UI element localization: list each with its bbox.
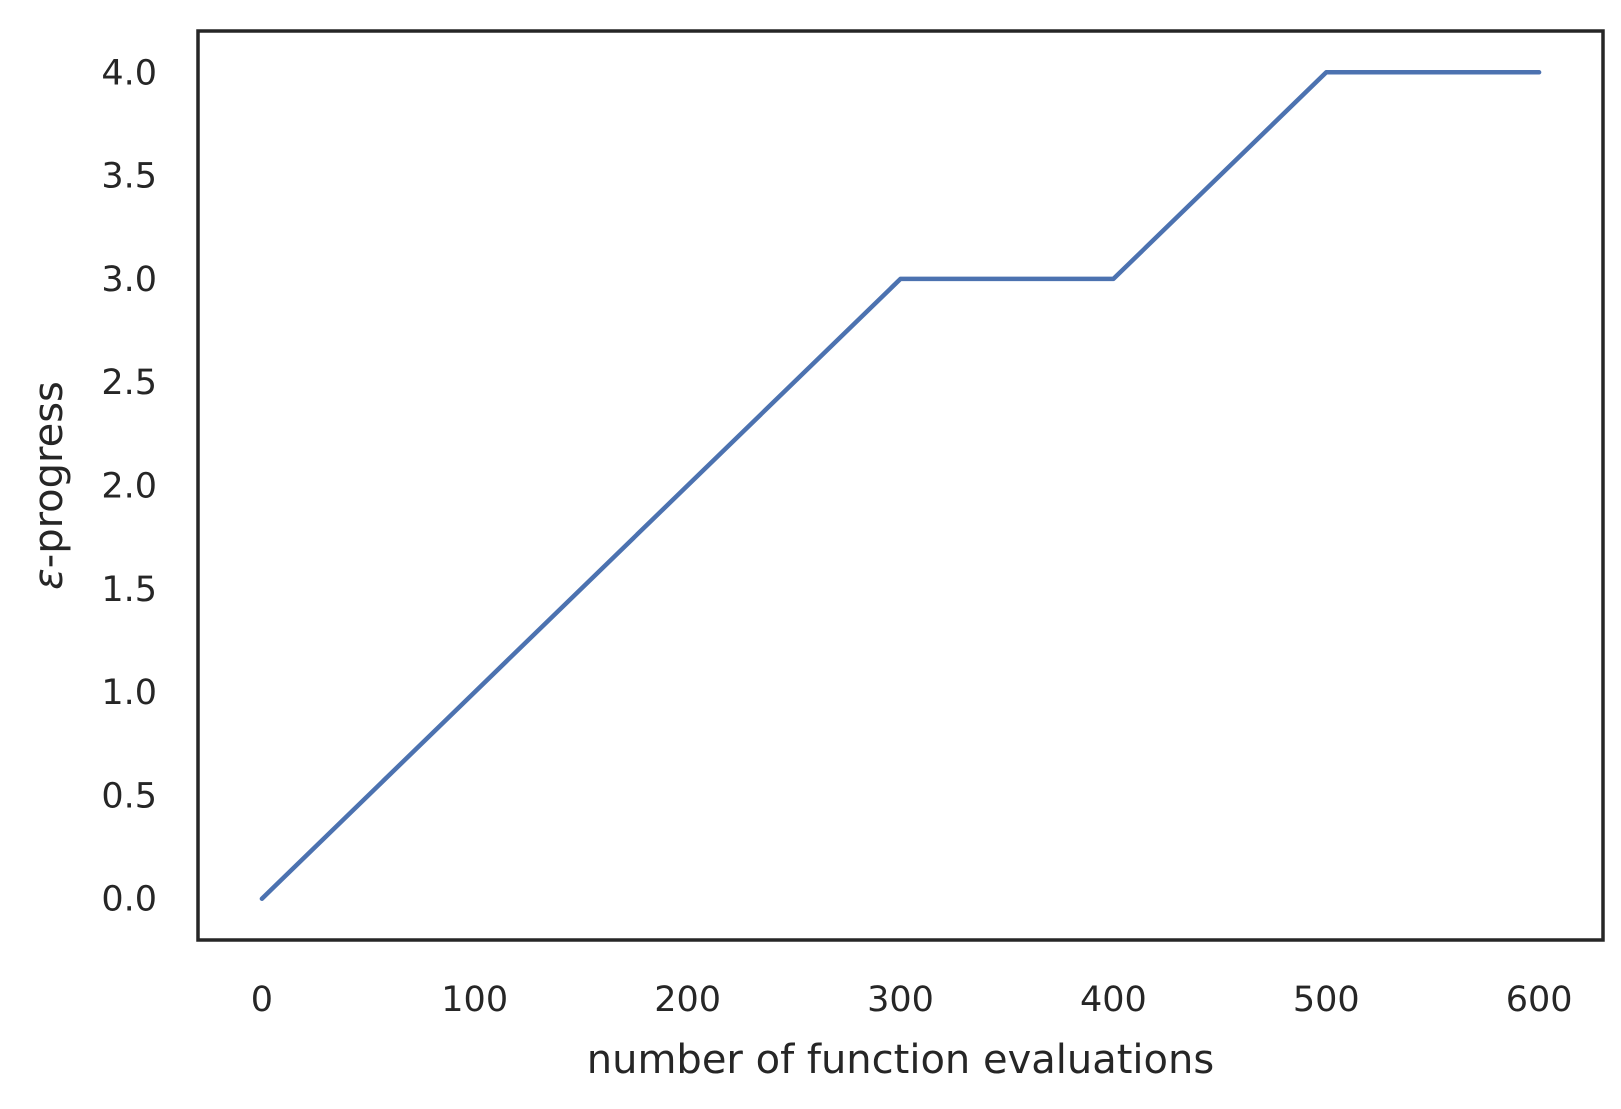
y-axis-label-text: -progress bbox=[26, 381, 72, 568]
y-tick-label: 1.0 bbox=[101, 673, 157, 713]
y-axis-label: ε-progress bbox=[26, 381, 72, 590]
x-tick-label: 0 bbox=[251, 980, 273, 1020]
y-tick-label: 2.5 bbox=[101, 363, 157, 403]
x-tick-label: 600 bbox=[1506, 980, 1573, 1020]
y-tick-label: 2.0 bbox=[101, 467, 157, 507]
y-tick-label: 0.5 bbox=[101, 776, 157, 816]
x-tick-label: 200 bbox=[654, 980, 721, 1020]
x-tick-label: 500 bbox=[1293, 980, 1360, 1020]
plot-frame bbox=[196, 29, 1605, 942]
series-layer bbox=[259, 70, 1542, 901]
y-tick-label: 3.5 bbox=[101, 157, 157, 197]
x-tick-labels: 0 100 200 300 400 500 600 bbox=[251, 980, 1573, 1020]
x-tick-label: 100 bbox=[441, 980, 508, 1020]
y-tick-labels: 0.0 0.5 1.0 1.5 2.0 2.5 3.0 3.5 4.0 bbox=[101, 53, 157, 919]
y-tick-label: 4.0 bbox=[101, 53, 157, 93]
y-axis-label-symbol: ε bbox=[26, 568, 72, 590]
x-tick-label: 400 bbox=[1080, 980, 1147, 1020]
y-tick-label: 0.0 bbox=[101, 880, 157, 920]
y-tick-label: 1.5 bbox=[101, 570, 157, 610]
x-axis-label: number of function evaluations bbox=[587, 1037, 1214, 1083]
y-tick-label: 3.0 bbox=[101, 260, 157, 300]
x-tick-label: 300 bbox=[867, 980, 934, 1020]
series-line-0 bbox=[259, 70, 1542, 901]
